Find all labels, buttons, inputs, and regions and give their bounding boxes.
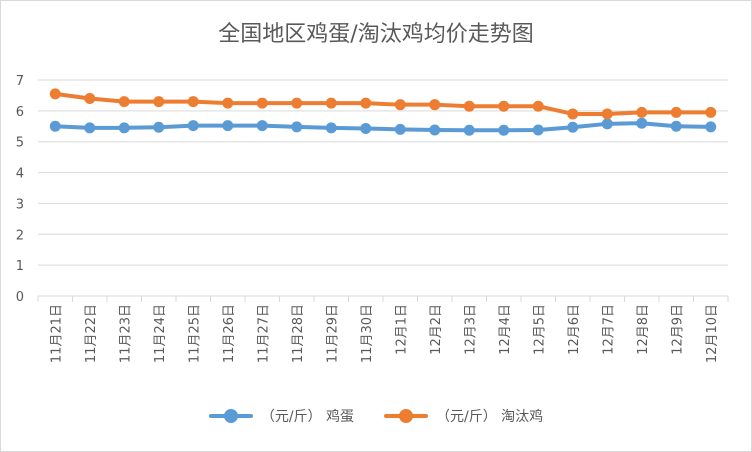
x-tick-label: 11月26日 <box>222 304 237 363</box>
data-point-1 <box>84 93 96 105</box>
y-tick-label: 4 <box>16 167 24 182</box>
data-point-0 <box>394 123 406 135</box>
data-point-1 <box>567 108 579 120</box>
x-tick-label: 11月30日 <box>360 304 375 363</box>
data-point-1 <box>325 97 337 109</box>
data-point-0 <box>291 121 303 133</box>
x-tick-label: 11月28日 <box>291 304 306 363</box>
data-point-0 <box>325 122 337 134</box>
y-tick-label: 1 <box>16 259 24 274</box>
data-point-0 <box>429 124 441 136</box>
x-tick-label: 11月24日 <box>153 304 168 363</box>
legend-label-egg: （元/斤） 鸡蛋 <box>260 409 354 425</box>
data-point-0 <box>118 122 130 134</box>
x-tick-label: 12月8日 <box>636 304 651 355</box>
x-tick-label: 12月5日 <box>532 304 547 355</box>
data-point-0 <box>84 122 96 134</box>
data-point-0 <box>601 118 613 130</box>
data-point-1 <box>670 106 682 118</box>
x-tick-label: 12月3日 <box>463 304 478 355</box>
y-tick-label: 6 <box>16 105 24 120</box>
x-tick-label: 11月29日 <box>325 304 340 363</box>
x-tick-label: 12月9日 <box>670 304 685 355</box>
data-point-1 <box>601 108 613 120</box>
legend-item-egg: （元/斤） 鸡蛋 <box>208 406 354 426</box>
data-point-1 <box>636 106 648 118</box>
data-point-0 <box>49 120 61 132</box>
data-point-0 <box>670 120 682 132</box>
x-tick-label: 11月27日 <box>256 304 271 363</box>
legend-swatch-egg <box>208 409 253 423</box>
data-point-0 <box>532 124 544 136</box>
data-point-0 <box>498 124 510 136</box>
legend-item-culled-hen: （元/斤） 淘汰鸡 <box>384 406 543 426</box>
data-point-0 <box>567 121 579 133</box>
x-tick-label: 12月2日 <box>429 304 444 355</box>
series-line-1 <box>53 91 713 116</box>
legend: （元/斤） 鸡蛋 （元/斤） 淘汰鸡 <box>0 406 752 426</box>
legend-swatch-culled-hen <box>384 409 428 423</box>
x-tick-label: 11月21日 <box>49 304 64 363</box>
y-tick-label: 2 <box>16 228 24 243</box>
y-tick-label: 7 <box>16 74 24 89</box>
data-point-1 <box>291 97 303 109</box>
y-tick-label: 5 <box>16 136 24 151</box>
data-point-0 <box>705 121 717 133</box>
data-point-1 <box>256 97 268 109</box>
data-point-1 <box>222 97 234 109</box>
data-point-1 <box>187 96 199 108</box>
x-axis: 11月21日 11月22日 11月23日 11月24日 11月25日 11月26日 11月2… <box>37 296 729 363</box>
x-tick-label: 12月4日 <box>498 304 513 355</box>
chart-title: 全国地区鸡蛋/淘汰鸡均价走势图 <box>218 22 534 47</box>
x-tick-label: 12月1日 <box>394 304 409 355</box>
data-point-1 <box>49 88 61 100</box>
plot-area <box>49 88 717 136</box>
x-tick-label: 12月6日 <box>567 304 582 355</box>
data-point-1 <box>118 96 130 108</box>
data-point-1 <box>532 100 544 112</box>
data-point-0 <box>222 120 234 132</box>
data-point-1 <box>498 100 510 112</box>
data-point-0 <box>360 122 372 134</box>
data-point-1 <box>429 99 441 111</box>
data-point-0 <box>256 120 268 132</box>
data-point-0 <box>636 117 648 129</box>
x-tick-label: 12月10日 <box>705 304 720 363</box>
data-point-1 <box>705 106 717 118</box>
x-tick-label: 12月7日 <box>601 304 616 355</box>
data-point-1 <box>153 96 165 108</box>
series-line-0 <box>53 121 713 133</box>
data-point-1 <box>463 100 475 112</box>
y-tick-label: 0 <box>16 290 24 305</box>
data-point-0 <box>187 120 199 132</box>
x-tick-label: 11月22日 <box>84 304 99 363</box>
legend-label-culled-hen: （元/斤） 淘汰鸡 <box>436 409 544 425</box>
data-point-1 <box>394 99 406 111</box>
data-point-0 <box>153 121 165 133</box>
y-axis: 0 1 2 3 4 5 6 7 <box>16 74 24 305</box>
data-point-0 <box>463 124 475 136</box>
x-tick-label: 11月23日 <box>118 304 133 363</box>
data-point-1 <box>360 97 372 109</box>
y-tick-label: 3 <box>16 197 24 212</box>
x-tick-label: 11月25日 <box>187 304 202 363</box>
gridlines <box>38 79 728 297</box>
